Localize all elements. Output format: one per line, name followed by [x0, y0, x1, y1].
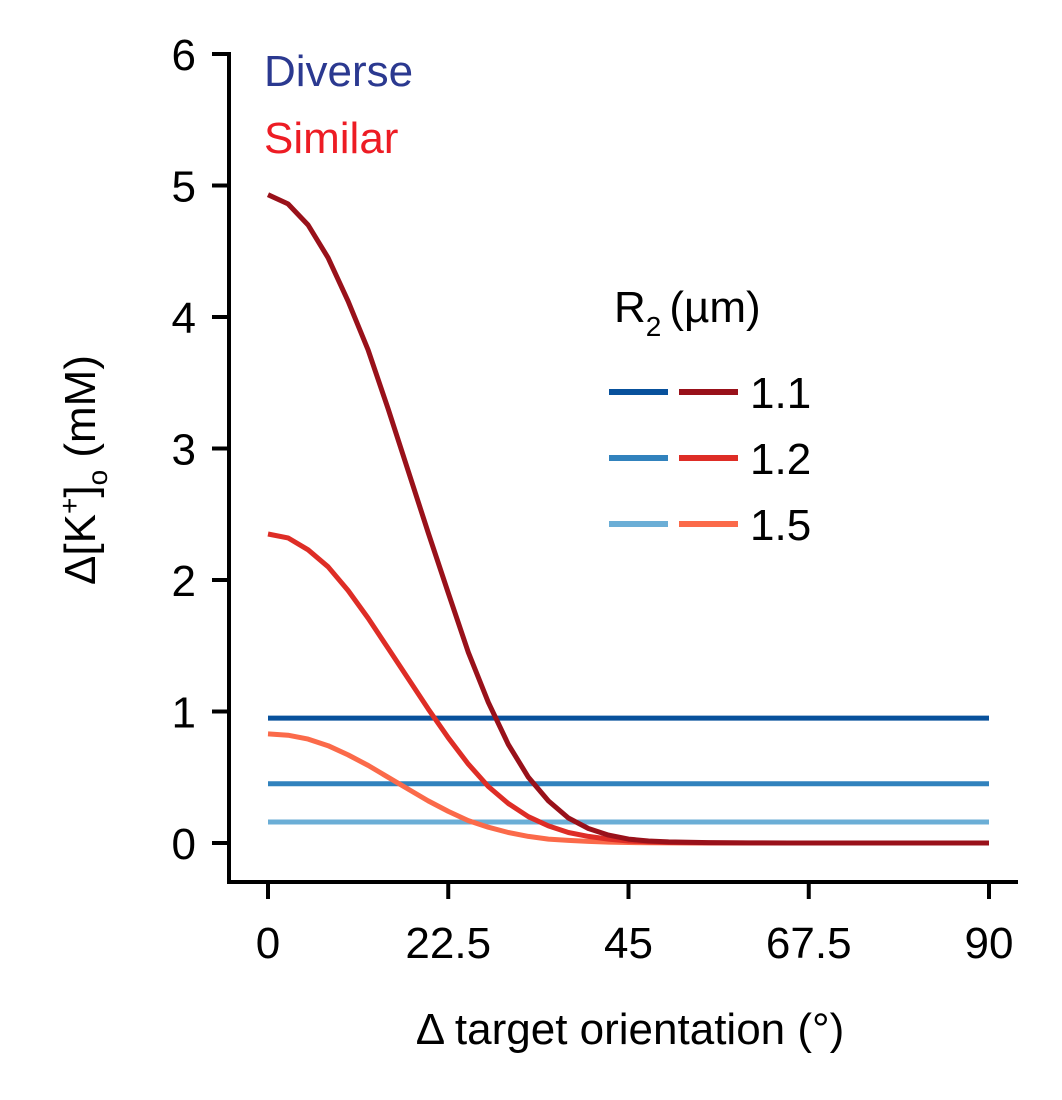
y-tick-label: 0	[172, 820, 196, 869]
y-axis-label-subscript: o	[82, 470, 113, 486]
x-axis-label: Δ target orientation (°)	[416, 1005, 845, 1054]
group-label-similar: Similar	[264, 114, 398, 163]
legend-title-suffix: (µm)	[669, 283, 760, 332]
legend: R2 (µm) 1.1 1.2 1.5	[609, 283, 811, 550]
series-line-similar-1-1	[266, 192, 989, 846]
y-axis-label: Δ[K+]o (mM)	[54, 355, 113, 585]
y-tick-label: 1	[172, 689, 196, 738]
series-layer	[266, 192, 989, 846]
y-tick-label: 4	[172, 294, 196, 343]
y-axis-label-bracket: ]	[56, 485, 105, 497]
x-tick-label: 45	[604, 919, 653, 968]
y-axis-label-superscript: +	[54, 498, 85, 514]
legend-entries: 1.1 1.2 1.5	[609, 369, 811, 550]
x-tick-label: 90	[965, 919, 1014, 968]
x-tick-label: 22.5	[405, 919, 491, 968]
x-tick-label: 67.5	[766, 919, 852, 968]
y-tick-label: 6	[172, 31, 196, 80]
legend-label: 1.2	[750, 435, 811, 484]
y-ticks: 0 1 2 3 4 5 6	[172, 31, 229, 869]
y-tick-label: 3	[172, 426, 196, 475]
legend-label: 1.1	[750, 369, 811, 418]
x-tick-label: 0	[256, 919, 280, 968]
y-axis-label-prefix: Δ[K	[56, 514, 105, 585]
legend-title-sub: 2	[646, 311, 662, 342]
legend-title: R2 (µm)	[614, 283, 761, 342]
y-axis-label-suffix: (mM)	[56, 355, 105, 470]
legend-label: 1.5	[750, 501, 811, 550]
x-ticks: 0 22.5 45 67.5 90	[256, 882, 1014, 968]
series-line-similar-1-2	[267, 531, 989, 846]
y-tick-label: 5	[172, 163, 196, 212]
group-label-diverse: Diverse	[264, 47, 413, 96]
y-tick-label: 2	[172, 557, 196, 606]
legend-title-main: R	[614, 283, 646, 332]
series-line-similar-1-5	[267, 731, 989, 846]
axes	[227, 52, 1018, 884]
